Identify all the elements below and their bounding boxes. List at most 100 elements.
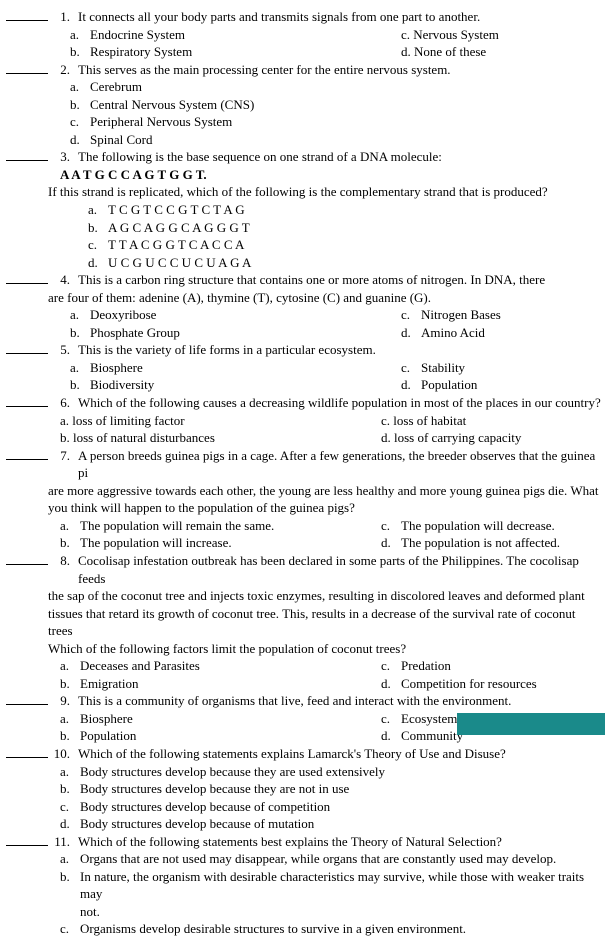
opt-letter: d. bbox=[381, 727, 401, 745]
answer-blank[interactable] bbox=[6, 552, 48, 565]
opt-letter: d. bbox=[401, 324, 421, 342]
opt-text: Stability bbox=[421, 359, 465, 377]
answer-blank[interactable] bbox=[6, 61, 48, 74]
opt-letter: c. bbox=[381, 657, 401, 675]
opt-text: The population will increase. bbox=[80, 534, 232, 552]
opt-letter: a. bbox=[60, 710, 80, 728]
answer-blank[interactable] bbox=[6, 833, 48, 846]
opt-text: T C G T C C G T C T A G bbox=[108, 201, 245, 219]
dna-sequence: A A T G C C A G T G G T. bbox=[6, 166, 601, 184]
options-q5: a.Biosphere c.Stability b.Biodiversity d… bbox=[6, 359, 601, 394]
answer-blank[interactable] bbox=[6, 8, 48, 21]
opt-letter: b. bbox=[70, 43, 90, 61]
opt-letter: a. bbox=[60, 657, 80, 675]
answer-blank[interactable] bbox=[6, 271, 48, 284]
answer-blank[interactable] bbox=[6, 394, 48, 407]
opt-text: Organisms develop desirable structures t… bbox=[80, 920, 466, 938]
opt-text: Spinal Cord bbox=[90, 131, 152, 149]
opt-letter: c. bbox=[381, 710, 401, 728]
opt-text: Emigration bbox=[80, 675, 139, 693]
opt-letter: a. bbox=[70, 78, 90, 96]
opt-letter: a. bbox=[70, 26, 90, 44]
options-q8: a.Deceases and Parasites c.Predation b.E… bbox=[6, 657, 601, 692]
opt-letter: d. bbox=[70, 131, 90, 149]
question-10: 10. Which of the following statements ex… bbox=[6, 745, 601, 763]
options-q3: a.T C G T C C G T C T A G b.A G C A G G … bbox=[6, 201, 601, 271]
opt-letter: b. bbox=[70, 96, 90, 114]
question-4: 4. This is a carbon ring structure that … bbox=[6, 271, 601, 289]
answer-blank[interactable] bbox=[6, 692, 48, 705]
opt-letter: c. bbox=[401, 359, 421, 377]
opt-text: a. loss of limiting factor bbox=[60, 412, 185, 430]
opt-text: Population bbox=[80, 727, 136, 745]
opt-letter: d. bbox=[381, 534, 401, 552]
question-text: It connects all your body parts and tran… bbox=[78, 8, 601, 26]
opt-text: Biosphere bbox=[80, 710, 133, 728]
question-text: The following is the base sequence on on… bbox=[78, 148, 601, 166]
opt-text: U C G U C C U C U A G A bbox=[108, 254, 251, 272]
answer-blank[interactable] bbox=[6, 447, 48, 460]
question-11: 11. Which of the following statements be… bbox=[6, 833, 601, 851]
opt-text: T T A C G G T C A C C A bbox=[108, 236, 244, 254]
opt-text: Ecosystem bbox=[401, 710, 457, 728]
opt-letter: c. bbox=[88, 236, 108, 254]
question-subtext: If this strand is replicated, which of t… bbox=[6, 183, 601, 201]
opt-letter: c. bbox=[381, 517, 401, 535]
opt-text: Deceases and Parasites bbox=[80, 657, 200, 675]
question-text: This serves as the main processing cente… bbox=[78, 61, 601, 79]
opt-text: Endocrine System bbox=[90, 26, 185, 44]
opt-letter: c. bbox=[401, 306, 421, 324]
question-number: 2. bbox=[48, 61, 78, 79]
answer-blank[interactable] bbox=[6, 745, 48, 758]
opt-text: Deoxyribose bbox=[90, 306, 156, 324]
opt-text: In nature, the organism with desirable c… bbox=[80, 868, 601, 903]
opt-letter: a. bbox=[60, 517, 80, 535]
question-text: Which of the following statements best e… bbox=[78, 833, 601, 851]
opt-text: Body structures develop because they are… bbox=[80, 763, 385, 781]
question-text-cont: the sap of the coconut tree and injects … bbox=[6, 587, 601, 605]
opt-letter: b. bbox=[60, 727, 80, 745]
question-number: 5. bbox=[48, 341, 78, 359]
opt-text: c. loss of habitat bbox=[381, 412, 466, 430]
opt-letter: b. bbox=[60, 780, 80, 798]
question-number: 1. bbox=[48, 8, 78, 26]
opt-letter: b. bbox=[60, 534, 80, 552]
bottom-overlay bbox=[457, 713, 605, 735]
opt-text: Competition for resources bbox=[401, 675, 537, 693]
opt-text: Amino Acid bbox=[421, 324, 485, 342]
question-text-cont: Which of the following factors limit the… bbox=[6, 640, 601, 658]
question-9: 9. This is a community of organisms that… bbox=[6, 692, 601, 710]
options-q11: a.Organs that are not used may disappear… bbox=[6, 850, 601, 938]
opt-text: Population bbox=[421, 376, 477, 394]
opt-letter: d. bbox=[60, 815, 80, 833]
question-3: 3. The following is the base sequence on… bbox=[6, 148, 601, 166]
opt-text: c. Nervous System bbox=[401, 26, 499, 44]
answer-blank[interactable] bbox=[6, 341, 48, 354]
question-text: This is the variety of life forms in a p… bbox=[78, 341, 601, 359]
opt-letter: a. bbox=[60, 763, 80, 781]
opt-letter: c. bbox=[60, 920, 80, 938]
options-q10: a.Body structures develop because they a… bbox=[6, 763, 601, 833]
question-1: 1. It connects all your body parts and t… bbox=[6, 8, 601, 26]
opt-text: Phosphate Group bbox=[90, 324, 180, 342]
question-number: 11. bbox=[48, 833, 78, 851]
options-q2: a.Cerebrum b.Central Nervous System (CNS… bbox=[6, 78, 601, 148]
opt-text: Nitrogen Bases bbox=[421, 306, 501, 324]
opt-text: Biodiversity bbox=[90, 376, 154, 394]
opt-letter: b. bbox=[60, 675, 80, 693]
question-5: 5. This is the variety of life forms in … bbox=[6, 341, 601, 359]
opt-text: The population will decrease. bbox=[401, 517, 555, 535]
opt-text: Predation bbox=[401, 657, 451, 675]
question-7: 7. A person breeds guinea pigs in a cage… bbox=[6, 447, 601, 482]
question-number: 6. bbox=[48, 394, 78, 412]
opt-letter: d. bbox=[88, 254, 108, 272]
answer-blank[interactable] bbox=[6, 148, 48, 161]
question-number: 4. bbox=[48, 271, 78, 289]
opt-letter: a. bbox=[70, 306, 90, 324]
opt-text: Cerebrum bbox=[90, 78, 142, 96]
question-text-cont: you think will happen to the population … bbox=[6, 499, 601, 517]
question-text: Which of the following statements explai… bbox=[78, 745, 601, 763]
question-8: 8. Cocolisap infestation outbreak has be… bbox=[6, 552, 601, 587]
opt-letter: c. bbox=[60, 798, 80, 816]
options-q1: a.Endocrine System c. Nervous System b.R… bbox=[6, 26, 601, 61]
